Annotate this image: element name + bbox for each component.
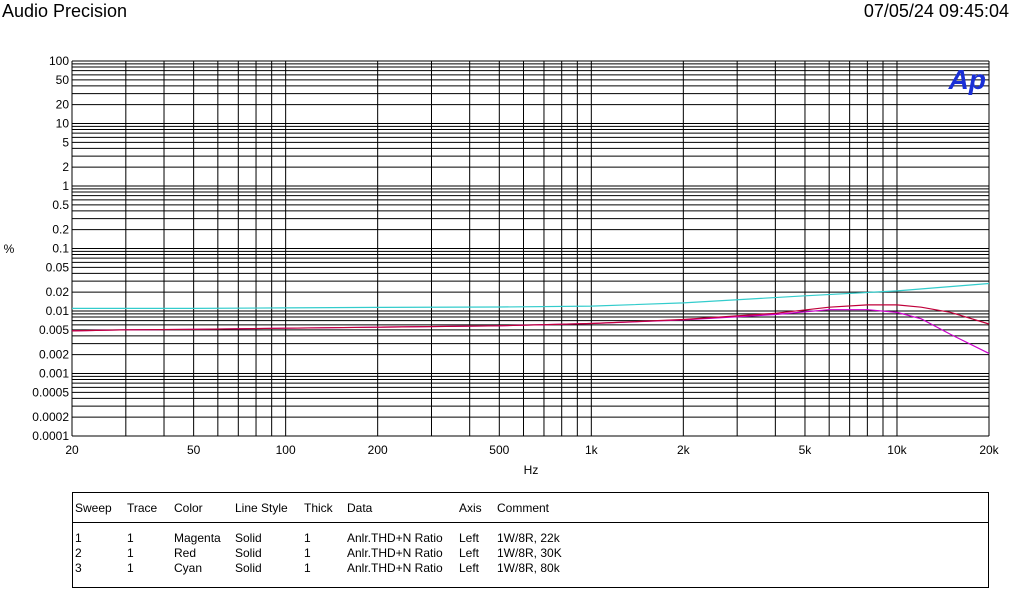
x-tick-label: 10k [887,443,907,457]
legend-cell-axis: Left [459,531,480,545]
legend-header-linestyle: Line Style [235,501,288,515]
y-tick-label: 0.0005 [32,385,69,399]
y-tick-label: 0.05 [46,260,70,274]
y-axis-label: % [4,242,15,256]
legend-cell-color: Red [174,546,197,560]
legend-cell-trace: 1 [127,546,134,560]
ap-logo: Ap [948,64,986,95]
series-lines [71,282,990,354]
y-tick-label: 0.2 [52,223,69,237]
y-tick-label: 0.002 [39,348,69,362]
legend-header-comment: Comment [497,501,550,515]
grid-lines [71,60,990,437]
series-line-3 [72,282,990,309]
legend-row: 2 1 Red Solid 1 Anlr.THD+N Ratio Left 1W/8R, 30… [73,546,988,561]
legend-cell-data: Anlr.THD+N Ratio [347,546,443,560]
series-line-1 [71,309,990,354]
legend-cell-line-style: Solid [235,546,262,560]
timestamp: 07/05/24 09:45:04 [863,1,1009,21]
legend-cell-sweep: 3 [75,561,82,575]
y-tick-label: 10 [56,117,70,131]
legend-table: Sweep Trace Color Line Style Thick Data … [72,492,989,588]
y-tick-label: 5 [62,135,69,149]
thd-chart: 100 50 20 10 5 2 1 0.5 0.2 0.1 0.05 0.02 0.01 0.005 0.… [4,54,1000,477]
legend-header-data: Data [347,501,373,515]
x-tick-label: 200 [368,443,388,457]
legend-cell-thick: 1 [304,546,311,560]
legend-cell-thick: 1 [304,561,311,575]
legend-separator [73,522,988,523]
legend-cell-comment: 1W/8R, 30K [497,546,562,560]
x-tick-labels: 20 50 100 200 500 1k 2k 5k 10k 20k [65,443,999,457]
legend-header-color: Color [174,501,203,515]
series-line-2 [71,304,990,332]
legend-cell-thick: 1 [304,531,311,545]
legend-cell-comment: 1W/8R, 22k [497,531,560,545]
legend-cell-data: Anlr.THD+N Ratio [347,531,443,545]
legend-cell-trace: 1 [127,561,134,575]
legend-cell-comment: 1W/8R, 80k [497,561,560,575]
y-tick-label: 20 [56,98,70,112]
legend-cell-sweep: 2 [75,546,82,560]
y-tick-label: 100 [49,54,69,68]
legend-header-axis: Axis [459,501,482,515]
legend-header-row: Sweep Trace Color Line Style Thick Data … [73,501,988,517]
legend-cell-trace: 1 [127,531,134,545]
y-tick-label: 0.0001 [32,429,69,443]
y-tick-label: 0.02 [46,285,70,299]
y-tick-label: 50 [56,73,70,87]
x-tick-label: 20 [65,443,79,457]
legend-cell-line-style: Solid [235,561,262,575]
legend-cell-axis: Left [459,561,480,575]
y-tick-labels: 100 50 20 10 5 2 1 0.5 0.2 0.1 0.05 0.02 0.01 0.005 0.… [32,54,69,443]
x-tick-label: 1k [585,443,599,457]
x-tick-label: 5k [799,443,813,457]
y-tick-label: 0.01 [46,304,70,318]
legend-cell-sweep: 1 [75,531,82,545]
legend-row: 1 1 Magenta Solid 1 Anlr.THD+N Ratio Left 1W/8R… [73,531,988,546]
y-tick-label: 0.0002 [32,410,69,424]
y-tick-label: 2 [62,160,69,174]
legend-header-trace: Trace [127,501,158,515]
y-tick-label: 1 [62,179,69,193]
x-tick-label: 50 [187,443,201,457]
legend-cell-axis: Left [459,546,480,560]
y-tick-label: 0.1 [52,242,69,256]
y-tick-label: 0.5 [52,198,69,212]
legend-header-sweep: Sweep [75,501,112,515]
legend-row: 3 1 Cyan Solid 1 Anlr.THD+N Ratio Left 1W/8R, 8… [73,561,988,576]
x-tick-label: 100 [276,443,296,457]
y-tick-label: 0.005 [39,323,69,337]
x-tick-label: 20k [979,443,999,457]
legend-cell-color: Cyan [174,561,203,575]
legend-header-thick: Thick [304,501,333,515]
x-tick-label: 500 [489,443,509,457]
legend-cell-color: Magenta [174,531,221,545]
x-axis-label: Hz [524,463,539,477]
legend-cell-line-style: Solid [235,531,262,545]
x-tick-label: 2k [677,443,691,457]
y-tick-label: 0.001 [39,367,69,381]
app-title: Audio Precision [2,1,128,21]
legend-cell-data: Anlr.THD+N Ratio [347,561,443,575]
